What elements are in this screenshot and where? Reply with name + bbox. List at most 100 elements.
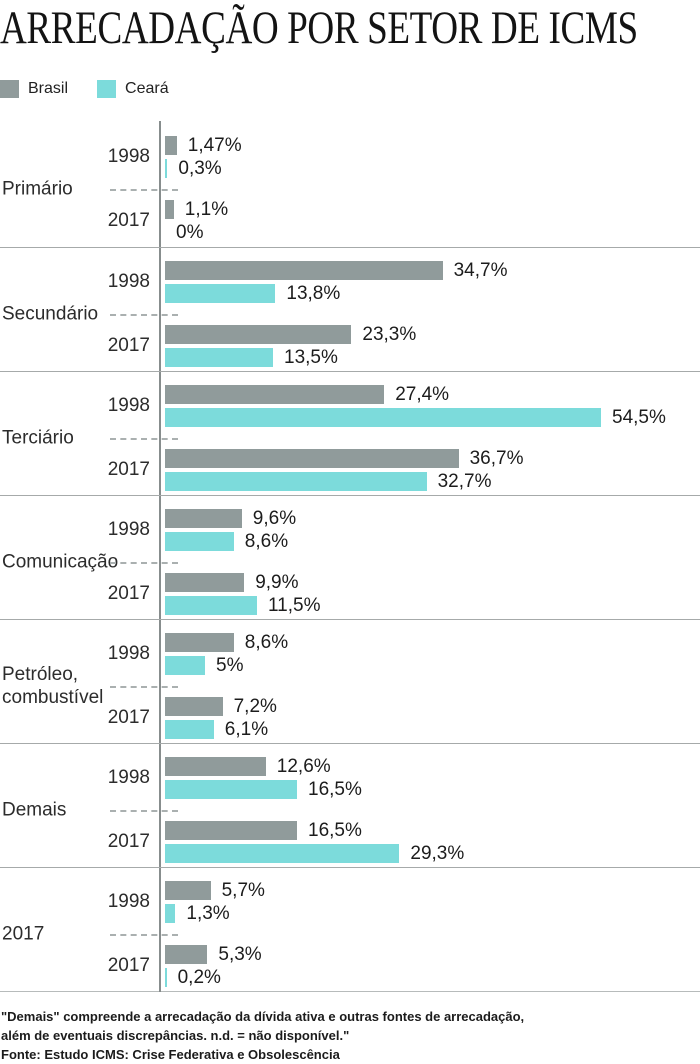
legend: Brasil Ceará	[0, 80, 169, 98]
year-divider-dashed-line	[110, 686, 178, 688]
bar-ceara	[165, 844, 400, 863]
bar-ceara	[165, 968, 167, 987]
bar-value-label: 5%	[216, 655, 244, 676]
year-label: 2017	[107, 335, 150, 356]
year-label: 2017	[107, 955, 150, 976]
bar-value-label: 0,3%	[178, 158, 222, 179]
year-divider-dashed-line	[110, 810, 178, 812]
bar-ceara	[165, 780, 297, 799]
bar-value-label: 1,3%	[186, 903, 230, 924]
bar-value-label: 34,7%	[453, 260, 508, 281]
bar-value-label: 9,9%	[255, 572, 299, 593]
bar-brasil	[165, 509, 242, 528]
category-label: Secundário	[2, 303, 99, 325]
category-label: Comunicação	[2, 551, 119, 573]
ceara-swatch-icon	[97, 80, 117, 98]
bar-value-label: 11,5%	[268, 595, 321, 616]
category-label: 2017	[2, 923, 45, 945]
bar-value-label: 54,5%	[612, 407, 666, 428]
year-label: 2017	[107, 583, 150, 604]
bar-ceara	[165, 596, 257, 615]
bar-value-label: 1,1%	[184, 199, 229, 220]
page-title: ARRECADAÇÃO POR SETOR DE ICMS	[0, 2, 638, 54]
year-label: 1998	[107, 271, 150, 292]
bar-brasil	[165, 821, 297, 840]
bar-chart: Primário 1998 1,47% 0,3% 2017 1,1% 0% Secundári…	[0, 121, 700, 992]
footnote-line-2: além de eventuais discrepâncias. n.d. = …	[1, 1028, 350, 1043]
bar-brasil	[165, 573, 245, 592]
chart-section: Demais 1998 12,6% 16,5% 2017 16,5% 29,3%	[0, 743, 700, 867]
bar-brasil	[165, 945, 208, 964]
bar-brasil	[165, 881, 211, 900]
bar-ceara	[165, 720, 214, 739]
bar-ceara	[165, 472, 427, 491]
bar-value-label: 16,5%	[308, 820, 362, 841]
bar-ceara	[165, 408, 601, 427]
bar-value-label: 0%	[176, 222, 204, 243]
bar-value-label: 6,1%	[224, 719, 269, 740]
bar-brasil	[165, 261, 443, 280]
year-label: 2017	[107, 831, 150, 852]
bar-brasil	[165, 757, 266, 776]
bar-ceara	[165, 348, 273, 367]
bar-value-label: 5,3%	[218, 944, 262, 965]
bar-value-label: 8,6%	[244, 531, 289, 552]
year-label: 2017	[107, 210, 150, 231]
bar-value-label: 12,6%	[276, 756, 331, 777]
bar-brasil	[165, 200, 174, 219]
bar-ceara	[165, 532, 234, 551]
bar-value-label: 8,6%	[244, 632, 289, 653]
bar-ceara	[165, 904, 176, 923]
chart-section: Petróleo, combustível 1998 8,6% 5% 2017 7,2% 6…	[0, 619, 700, 743]
legend-label-ceara: Ceará	[125, 80, 169, 97]
bar-value-label: 29,3%	[410, 843, 465, 864]
category-label: Demais	[2, 799, 67, 821]
year-divider-dashed-line	[110, 189, 178, 191]
chart-section: Primário 1998 1,47% 0,3% 2017 1,1% 0%	[0, 123, 700, 247]
bar-value-label: 13,5%	[284, 347, 338, 368]
year-divider-dashed-line	[110, 438, 178, 440]
bar-brasil	[165, 449, 459, 468]
year-label: 2017	[107, 459, 150, 480]
bar-value-label: 36,7%	[469, 448, 524, 469]
bar-value-label: 9,6%	[252, 508, 297, 529]
year-divider-dashed-line	[110, 934, 178, 936]
bar-value-label: 27,4%	[395, 384, 450, 405]
category-label: Primário	[2, 178, 73, 200]
chart-section: 2017 1998 5,7% 1,3% 2017 5,3% 0,2%	[0, 867, 700, 991]
year-label: 1998	[107, 643, 150, 664]
bar-brasil	[165, 697, 223, 716]
bar-value-label: 7,2%	[233, 696, 277, 717]
bar-value-label: 32,7%	[437, 471, 492, 492]
bar-brasil	[165, 325, 352, 344]
year-label: 1998	[107, 146, 150, 167]
year-label: 1998	[107, 519, 150, 540]
brasil-swatch-icon	[0, 80, 19, 98]
chart-section: Terciário 1998 27,4% 54,5% 2017 36,7% 32,7%	[0, 371, 700, 495]
bar-value-label: 5,7%	[221, 880, 265, 901]
bar-value-label: 16,5%	[308, 779, 362, 800]
bar-ceara	[165, 284, 276, 303]
footnote: "Demais" compreende a arrecadação da dív…	[1, 1007, 524, 1064]
chart-axis-line	[159, 121, 161, 992]
footnote-line-1: "Demais" compreende a arrecadação da dív…	[1, 1009, 525, 1024]
year-label: 2017	[107, 707, 150, 728]
bar-ceara	[165, 159, 168, 178]
year-label: 1998	[107, 395, 150, 416]
year-divider-dashed-line	[110, 314, 178, 316]
chart-section: Secundário 1998 34,7% 13,8% 2017 23,3% 13,5%	[0, 247, 700, 371]
legend-item-ceara: Ceará	[97, 80, 169, 98]
category-label: Terciário	[2, 427, 74, 449]
bar-brasil	[165, 385, 385, 404]
source-line: Fonte: Estudo ICMS: Crise Federativa e O…	[1, 1047, 340, 1062]
bar-value-label: 13,8%	[286, 283, 341, 304]
bar-value-label: 0,2%	[177, 967, 221, 988]
category-label: Petróleo, combustível	[2, 664, 104, 708]
year-label: 1998	[107, 891, 150, 912]
chart-section: Comunicação 1998 9,6% 8,6% 2017 9,9% 11,5%	[0, 495, 700, 619]
bar-value-label: 23,3%	[362, 324, 417, 345]
year-label: 1998	[107, 767, 150, 788]
legend-label-brasil: Brasil	[28, 80, 69, 97]
legend-item-brasil: Brasil	[0, 80, 68, 98]
bar-brasil	[165, 633, 234, 652]
